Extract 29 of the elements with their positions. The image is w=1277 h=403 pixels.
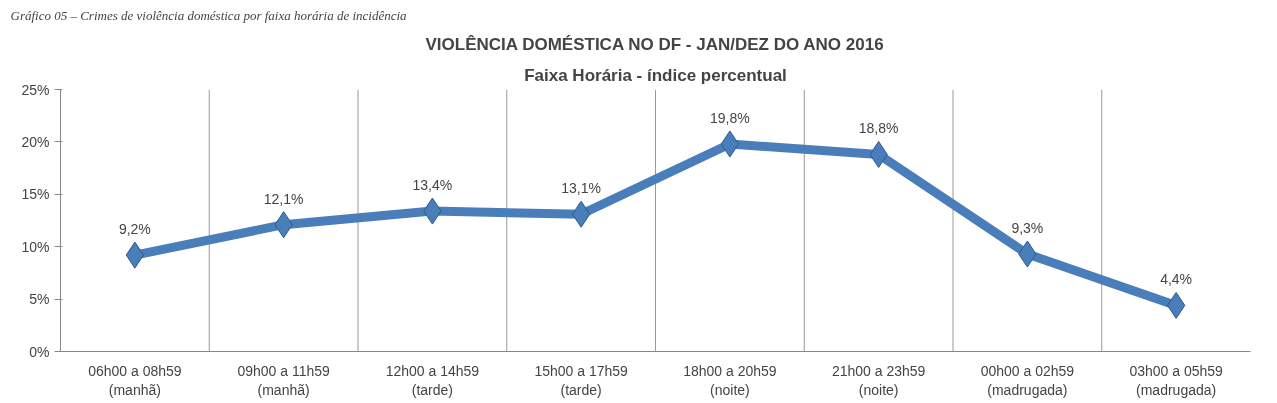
- text: 19,8%: [710, 110, 750, 126]
- text: 9,3%: [1011, 220, 1044, 237]
- text: 13,1%: [561, 180, 601, 197]
- text: 4,4%: [1160, 271, 1193, 288]
- point: [571, 200, 591, 228]
- text: 9,2%: [118, 221, 151, 238]
- y-tick-label: 20%: [21, 133, 50, 150]
- x-tick-label: 06h00 a 08h59 (manhã): [88, 362, 182, 398]
- chart-subtitle: Faixa Horária - índice percentual: [524, 65, 787, 85]
- text: Gráfico 05 – Crimes de violência doméstica por faixa horária de incidência: [10, 7, 408, 23]
- y-tick-label: 10%: [21, 238, 50, 255]
- point: [1166, 291, 1186, 319]
- x-tick-label: 12h00 a 14h59 (tarde): [385, 362, 480, 398]
- point: [125, 241, 145, 269]
- chart-title: VIOLÊNCIA DOMÉSTICA NO DF - JAN/DEZ DO ANO 2016: [425, 34, 884, 54]
- x-tick-label: 21h00 a 23h59 (noite): [831, 362, 926, 398]
- point: [720, 130, 740, 158]
- x-tick-label: 00h00 a 02h59 (madrugada): [980, 362, 1075, 398]
- y-tick-label: 15%: [21, 186, 50, 203]
- y-tick-label: 5%: [29, 291, 50, 308]
- text: 13,4%: [412, 177, 453, 194]
- y-tick-label: 25%: [21, 81, 50, 98]
- x-tick-label: 03h00 a 05h59 (madrugada): [1129, 362, 1224, 398]
- text: 12,1%: [263, 190, 304, 207]
- x-tick-label: 09h00 a 11h59 (manhã): [237, 362, 331, 398]
- text: 18,8%: [858, 120, 899, 137]
- x-tick-label: 18h00 a 20h59 (noite): [683, 362, 777, 398]
- x-tick-label: 15h00 a 17h59 (tarde): [534, 362, 629, 398]
- y-tick-label: 0%: [29, 343, 50, 360]
